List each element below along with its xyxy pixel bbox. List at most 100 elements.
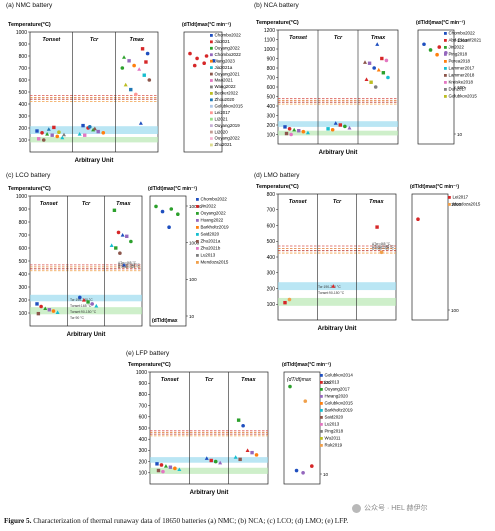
data-point — [333, 121, 338, 125]
band-0 — [150, 457, 268, 463]
data-point — [36, 137, 41, 141]
legend-item: Jiang2023 — [215, 58, 236, 63]
legend-item: Li2021 — [215, 116, 229, 121]
data-point — [120, 66, 125, 70]
rate-tick-label: 10 — [457, 132, 463, 137]
legend-swatch — [210, 40, 213, 44]
legend-swatch — [196, 261, 199, 264]
data-point — [238, 457, 242, 462]
band-1 — [30, 137, 158, 143]
data-point — [367, 61, 372, 65]
column-header-2: Tmax — [129, 37, 144, 43]
data-point — [52, 125, 56, 130]
y-tick-label: 300 — [267, 271, 276, 277]
data-point — [173, 466, 177, 471]
data-point — [51, 309, 56, 313]
caption-text: Characterization of thermal runaway data… — [33, 517, 349, 525]
data-point — [373, 85, 378, 89]
legend-swatch — [444, 95, 447, 98]
legend-item: Golubkov2015 — [325, 401, 354, 406]
data-point — [61, 132, 66, 137]
data-point — [81, 298, 86, 302]
data-point — [338, 123, 342, 127]
column-header-0: Tonset — [161, 377, 180, 383]
rate-point — [303, 399, 308, 403]
data-point — [326, 127, 330, 131]
legend-item: Golubkov2014 — [325, 373, 354, 378]
legend-swatch — [320, 402, 323, 405]
y-tick-label: 700 — [139, 403, 148, 409]
x-axis-label: Arbitrary Unit — [190, 490, 229, 496]
legend-item: Mao2021 — [215, 78, 234, 83]
legend-item: Mendoza2015 — [201, 260, 229, 265]
y-tick-label: 900 — [139, 381, 148, 387]
y-axis-label: Temperature(°C) — [256, 20, 299, 26]
data-point — [209, 458, 213, 463]
data-point — [129, 87, 133, 92]
legend-swatch — [320, 430, 323, 433]
rate-tick-label: 1000 — [451, 202, 462, 207]
rate-point — [301, 471, 305, 475]
legend-swatch — [196, 233, 199, 236]
rate-axis-label: (dT/dt)max(°C min⁻¹) — [410, 184, 459, 190]
data-point — [47, 308, 52, 312]
data-point — [114, 246, 118, 250]
x-axis-label: Arbitrary Unit — [318, 326, 357, 332]
legend-swatch — [210, 130, 213, 134]
data-point — [283, 125, 287, 129]
legend-swatch — [448, 203, 451, 206]
wechat-icon — [352, 503, 361, 513]
legend-swatch — [448, 196, 451, 199]
y-tick-label: 700 — [19, 233, 28, 239]
legend-swatch — [210, 104, 213, 108]
data-point — [159, 463, 164, 467]
band-label-2: Tonset:90-150 °C — [70, 310, 97, 314]
legend-item: Ouyang2021 — [215, 71, 241, 76]
data-point — [250, 450, 254, 455]
data-point — [177, 467, 182, 472]
rate-axis-label: (dT/dt)max(°C min⁻¹) — [282, 362, 331, 368]
legend-swatch — [320, 395, 323, 398]
y-tick-label: 700 — [267, 208, 276, 214]
data-point — [218, 460, 223, 465]
data-point — [138, 121, 143, 125]
data-point — [87, 125, 92, 129]
rate-axis-label: (dT/dt)max(°C min⁻¹) — [148, 186, 197, 192]
column-header-0: Tonset — [289, 35, 308, 41]
rate-point — [288, 384, 292, 389]
data-point — [142, 73, 146, 77]
x-axis-label: Arbitrary Unit — [319, 150, 358, 156]
y-tick-label: 800 — [267, 66, 276, 72]
data-point — [343, 124, 347, 129]
y-axis-label: Temperature(°C) — [8, 186, 51, 192]
chart-title-lmo: (d) LMO battery — [254, 172, 300, 179]
column-header-1: Tcr — [334, 35, 343, 41]
rate-bottom-label: (dT/dt)max — [152, 318, 178, 324]
legend-item: Ouyang2022 — [201, 211, 227, 216]
y-tick-label: 300 — [267, 113, 276, 119]
rate-tick-label: 1000 — [457, 38, 468, 43]
legend-item: Lu2013 — [325, 380, 340, 385]
y-tick-label: 100 — [267, 132, 276, 138]
legend-item: Ouyang2022 — [215, 45, 241, 50]
band-0 — [30, 294, 142, 302]
threshold-label-0: ΔTcr=465 °C — [372, 242, 391, 246]
y-tick-label: 1000 — [264, 47, 275, 53]
y-tick-label: 400 — [19, 102, 28, 108]
data-point — [129, 239, 133, 244]
legend-swatch — [320, 374, 323, 377]
chart-svg-lfp: Temperature(°C) Tonset Tcr Tmax 100 200 300 400… — [128, 362, 354, 496]
rate-sub-label: (dT/dt)max — [287, 377, 312, 383]
y-tick-label: 800 — [267, 192, 276, 198]
y-tick-label: 600 — [267, 223, 276, 229]
data-point — [380, 56, 384, 61]
legend-item: Barkholtz2019 — [201, 225, 230, 230]
watermark: 公众号 · HEL 赫伊尔 — [352, 503, 428, 513]
y-tick-label: 700 — [19, 66, 28, 72]
y-tick-label: 500 — [267, 94, 276, 100]
y-tick-label: 1000 — [16, 30, 27, 36]
data-point — [36, 311, 41, 316]
y-tick-label: 900 — [267, 56, 276, 62]
